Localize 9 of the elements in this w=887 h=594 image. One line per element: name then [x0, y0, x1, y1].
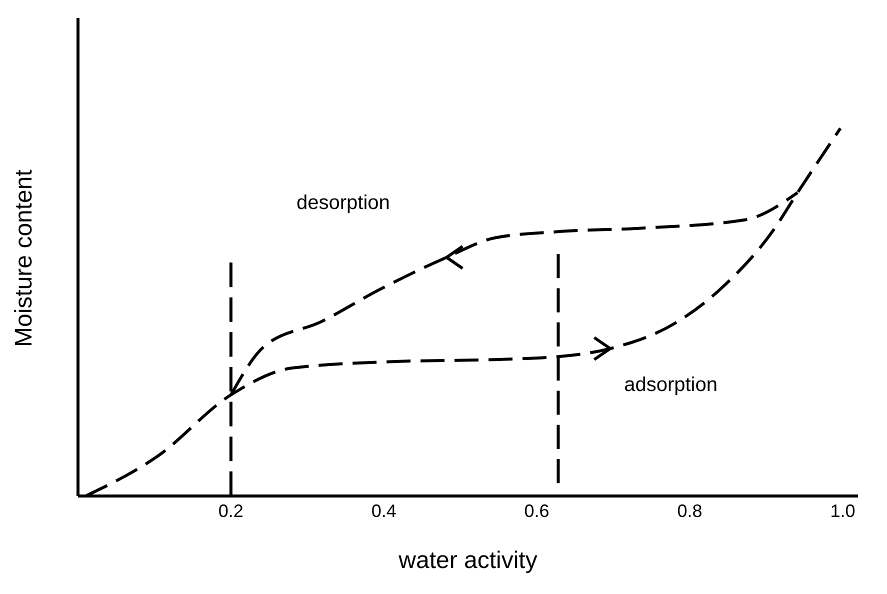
x-tick-label: 0.6: [524, 500, 550, 521]
annotation: desorption: [296, 192, 390, 214]
x-axis-title: water activity: [398, 547, 538, 574]
annotation: adsorption: [624, 374, 718, 396]
x-tick-label: 0.4: [371, 500, 396, 521]
y-axis-title: Moisture content: [10, 169, 38, 347]
x-tick-label: 0.2: [218, 500, 244, 521]
x-tick-label: 0.8: [677, 500, 702, 521]
x-tick-label: 1.0: [830, 500, 856, 521]
